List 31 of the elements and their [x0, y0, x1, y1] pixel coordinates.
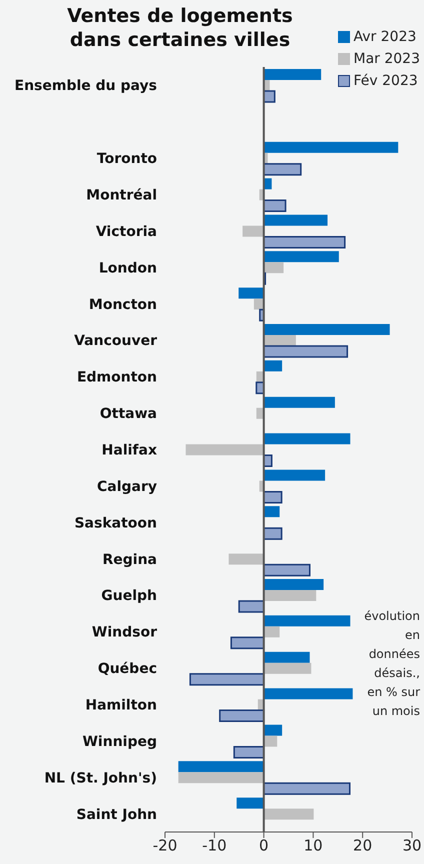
y-tick-label: Calgary [96, 478, 157, 495]
chart-title: Ventes de logements dans certaines villes [66, 4, 294, 52]
legend-label: Fév 2023 [352, 72, 419, 91]
y-tick-label: Windsor [92, 624, 158, 641]
legend-label: Mar 2023 [352, 50, 420, 69]
y-tick-label: Toronto [96, 151, 158, 168]
y-tick-label: Victoria [96, 224, 157, 240]
x-tick-label: -10 [202, 836, 227, 855]
y-tick-label: Edmonton [76, 370, 157, 386]
y-tick-label: Montréal [86, 187, 157, 204]
y-tick-label: Hamilton [85, 697, 157, 714]
x-tick-label: 0 [259, 836, 269, 855]
x-tick-label: 30 [402, 836, 422, 855]
y-tick-label: Moncton [88, 296, 157, 313]
x-tick-label: -20 [152, 836, 178, 855]
legend-label: Avr 2023 [352, 28, 418, 47]
y-tick-label: London [98, 260, 157, 276]
annotation: évolution en données désais., en % sur un mois [363, 608, 420, 720]
y-tick-label: Ensemble du pays [14, 78, 157, 94]
y-tick-label: Winnipeg [82, 734, 157, 750]
y-tick-label: Halifax [102, 442, 157, 458]
x-tick-label: 20 [353, 836, 372, 855]
x-tick-label: 10 [304, 836, 323, 855]
y-tick-label: Saskatoon [74, 515, 157, 532]
y-tick-label: Regina [102, 552, 157, 568]
y-tick-label: Guelph [101, 588, 157, 604]
y-tick-label: Vancouver [74, 333, 158, 350]
y-tick-label: Ottawa [100, 406, 157, 422]
y-tick-label: NL (St. John's) [44, 770, 157, 786]
y-tick-label: Saint John [76, 806, 157, 823]
y-tick-label: Québec [98, 661, 157, 678]
